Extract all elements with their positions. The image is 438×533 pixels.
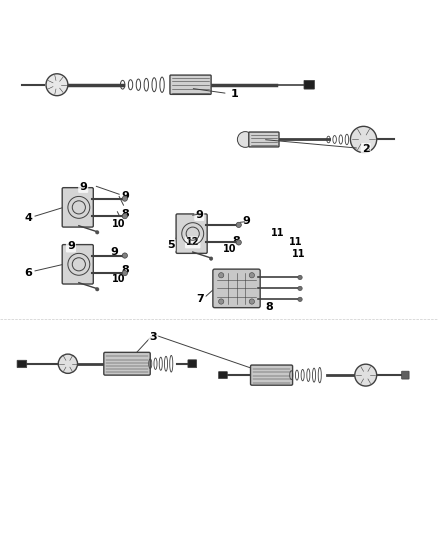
FancyBboxPatch shape — [249, 132, 279, 147]
FancyBboxPatch shape — [304, 80, 314, 89]
Text: 8: 8 — [121, 209, 129, 220]
Circle shape — [298, 275, 302, 280]
Text: 8: 8 — [233, 236, 240, 246]
Text: 9: 9 — [121, 191, 129, 201]
FancyBboxPatch shape — [188, 360, 197, 368]
Circle shape — [95, 287, 99, 291]
FancyBboxPatch shape — [62, 188, 93, 227]
Circle shape — [219, 273, 224, 278]
Circle shape — [249, 299, 254, 304]
Text: 11: 11 — [272, 228, 285, 238]
Circle shape — [122, 253, 127, 258]
FancyBboxPatch shape — [104, 352, 150, 375]
Text: 5: 5 — [167, 240, 175, 250]
Circle shape — [350, 126, 377, 152]
Text: 4: 4 — [25, 213, 32, 223]
Text: 10: 10 — [112, 219, 125, 229]
Text: 3: 3 — [149, 333, 157, 343]
Circle shape — [298, 286, 302, 290]
Text: 9: 9 — [242, 216, 250, 227]
Circle shape — [219, 299, 224, 304]
Text: 2: 2 — [362, 144, 370, 154]
Circle shape — [209, 257, 213, 260]
Text: 8: 8 — [265, 302, 273, 312]
Text: 9: 9 — [67, 241, 75, 252]
Circle shape — [236, 222, 241, 228]
Circle shape — [249, 273, 254, 278]
Circle shape — [236, 240, 241, 245]
FancyBboxPatch shape — [170, 75, 211, 94]
Text: 11: 11 — [293, 249, 306, 259]
Text: 7: 7 — [197, 294, 205, 304]
Text: 11: 11 — [289, 237, 302, 247]
Circle shape — [237, 132, 253, 147]
FancyBboxPatch shape — [176, 214, 207, 253]
Text: 10: 10 — [112, 274, 125, 284]
Text: 10: 10 — [223, 244, 236, 254]
Circle shape — [58, 354, 78, 374]
Text: 6: 6 — [25, 268, 32, 278]
FancyBboxPatch shape — [62, 245, 93, 284]
Circle shape — [122, 270, 127, 276]
Circle shape — [122, 196, 127, 201]
Text: 12: 12 — [186, 237, 199, 247]
Circle shape — [355, 364, 377, 386]
FancyBboxPatch shape — [402, 371, 409, 379]
FancyBboxPatch shape — [17, 360, 27, 368]
Text: 9: 9 — [111, 247, 119, 256]
Text: 1: 1 — [230, 90, 238, 99]
Text: 9: 9 — [195, 210, 203, 220]
Circle shape — [298, 297, 302, 302]
Circle shape — [95, 231, 99, 234]
FancyBboxPatch shape — [213, 269, 260, 308]
Circle shape — [122, 214, 127, 219]
Text: 8: 8 — [121, 265, 129, 275]
FancyBboxPatch shape — [251, 365, 293, 385]
Circle shape — [46, 74, 68, 96]
Text: 9: 9 — [79, 182, 87, 192]
FancyBboxPatch shape — [219, 372, 227, 378]
